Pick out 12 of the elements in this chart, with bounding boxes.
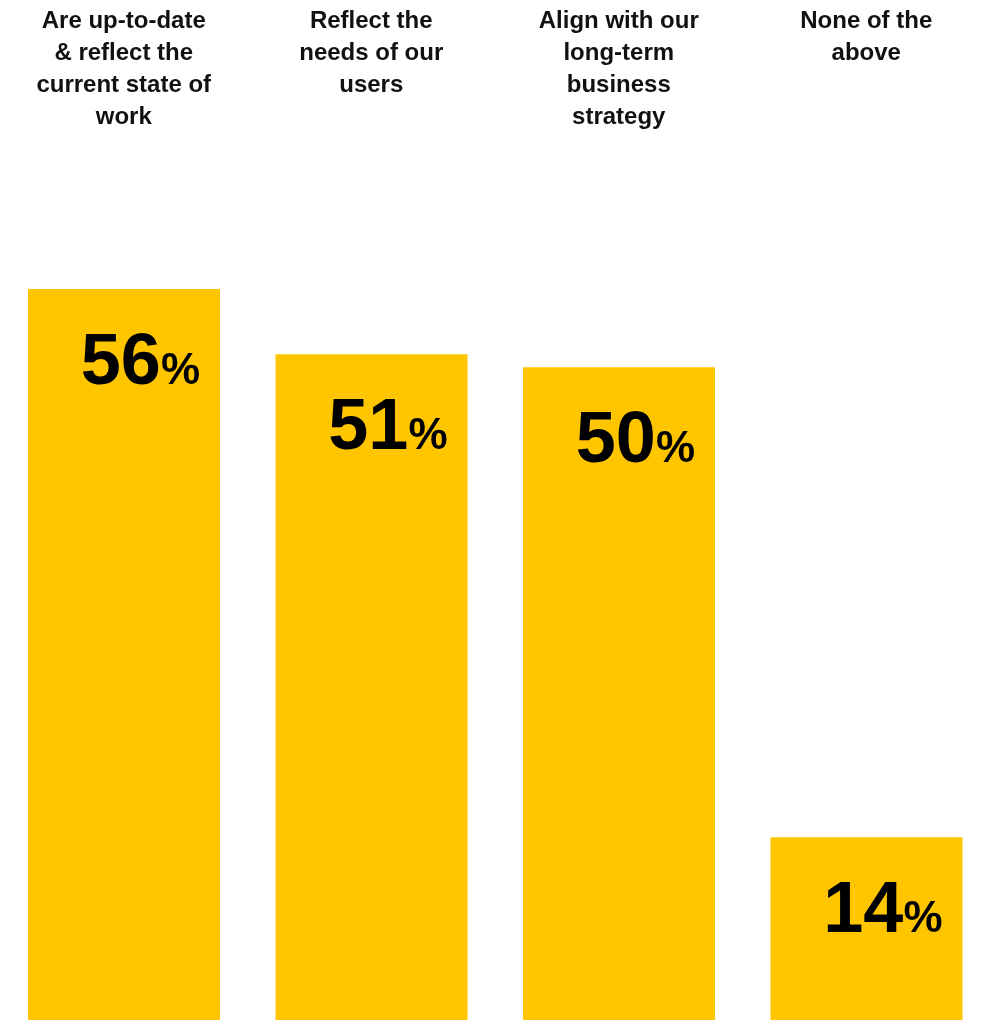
x-tick-label: Align with our long-term business strategy — [538, 6, 699, 129]
x-tick-label: Reflect the needs of our users — [299, 6, 444, 97]
bar — [770, 837, 963, 1020]
x-tick-label: None of the above — [800, 6, 933, 65]
data-label: 56% — [80, 319, 200, 399]
bar — [275, 354, 468, 1020]
data-label: 14% — [823, 867, 943, 948]
bar — [28, 289, 220, 1020]
bar — [523, 367, 715, 1020]
x-tick-label: Are up-to-date & reflect the current state of work — [36, 6, 213, 129]
data-label: 51% — [328, 384, 448, 465]
data-label: 50% — [575, 397, 695, 478]
